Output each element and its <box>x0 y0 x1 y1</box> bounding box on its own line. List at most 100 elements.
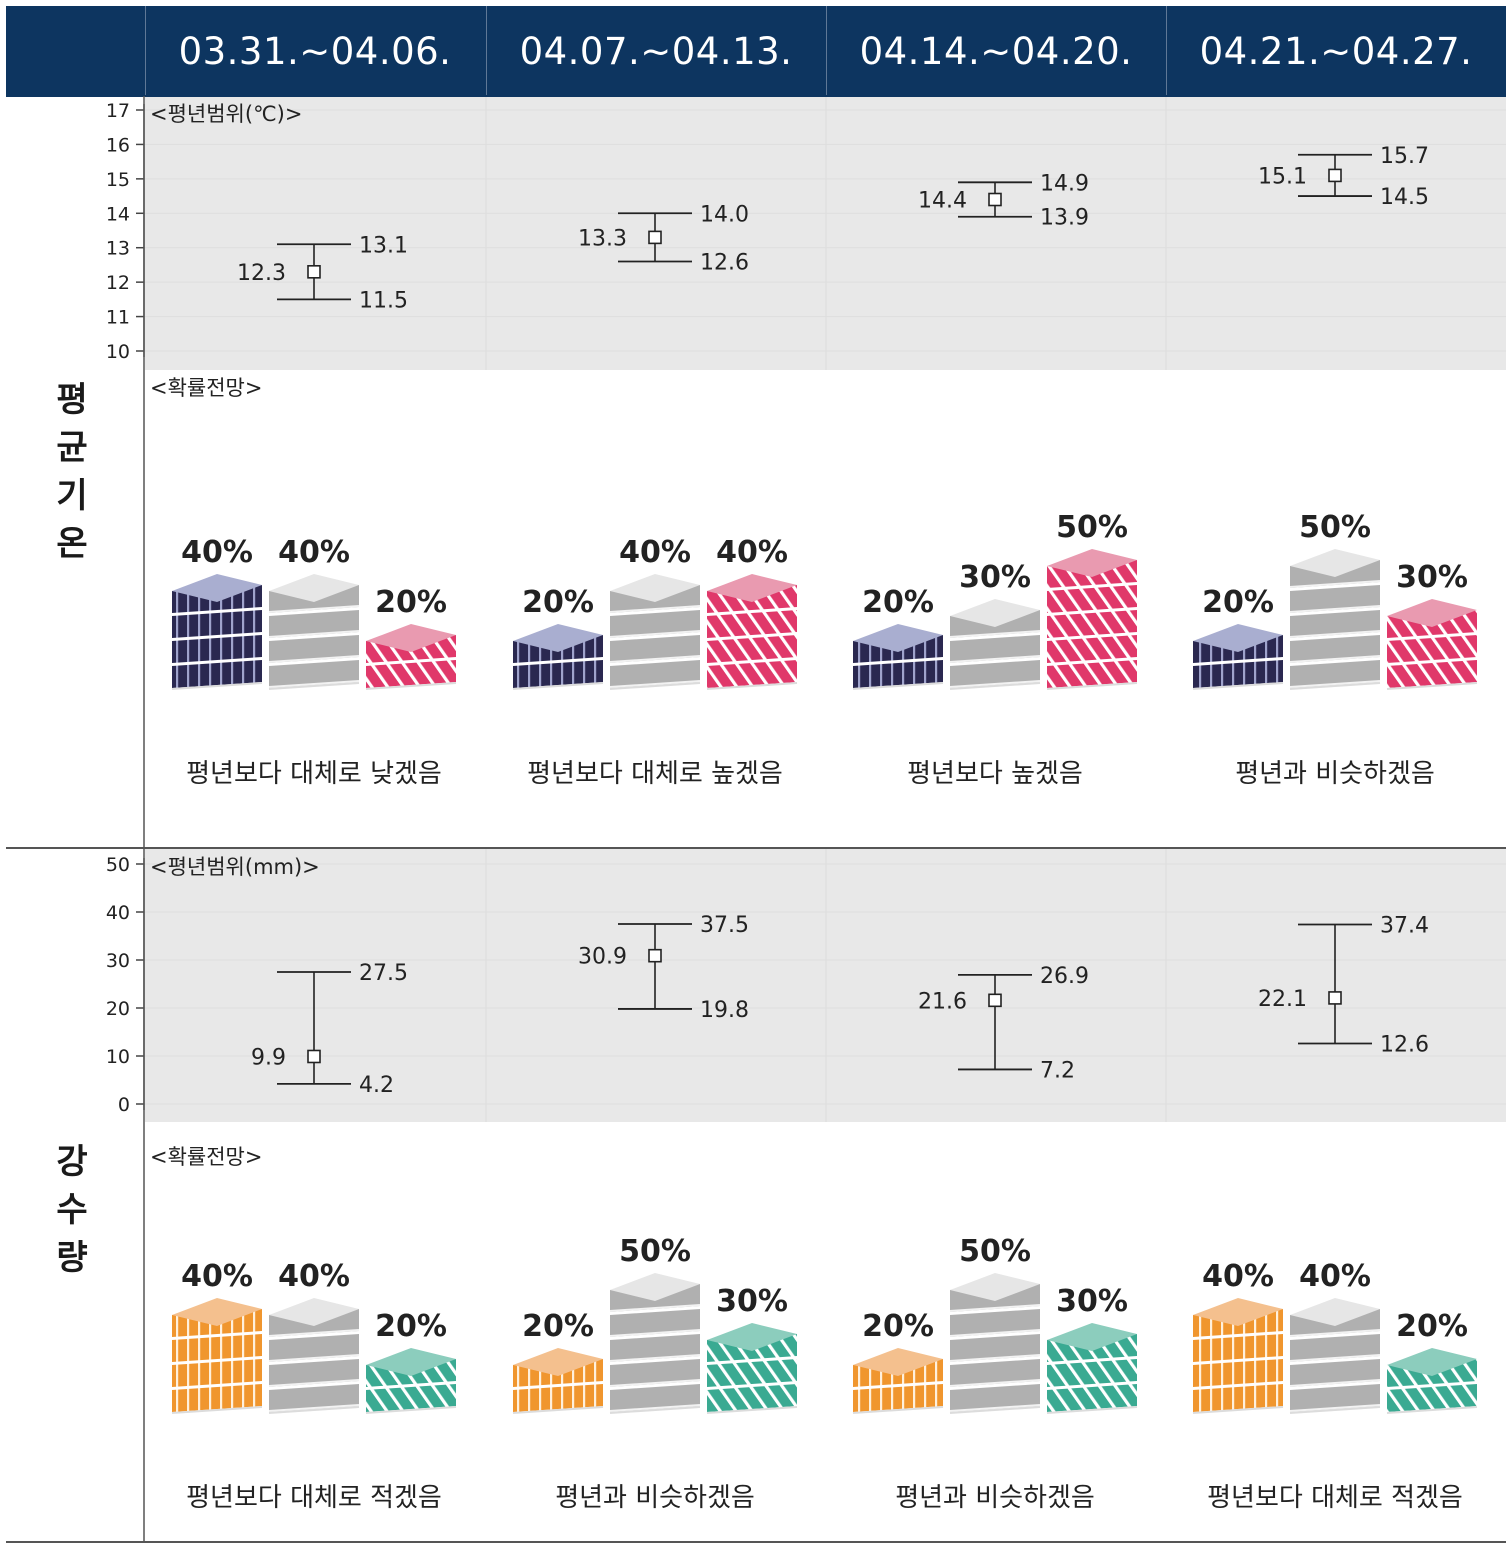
probability-value-label: 40% <box>181 535 253 570</box>
block-layer <box>268 660 360 688</box>
probability-value-label: 40% <box>181 1259 253 1294</box>
block-layer <box>513 660 603 688</box>
temperature-section-label: 평 균 기 온 <box>52 376 92 568</box>
block-base-line <box>949 1406 1041 1414</box>
block-base-line <box>1289 1406 1381 1414</box>
period-header-cell: 04.14.~04.20. <box>859 29 1133 73</box>
errorbar-mean-label: 22.1 <box>1258 987 1307 1012</box>
block-seam <box>609 1404 701 1412</box>
errorbar-2: 26.9 7.2 21.6 <box>918 964 1089 1084</box>
block-stack-precip-below <box>512 1348 604 1414</box>
block-base-line <box>365 1406 457 1414</box>
block-layer <box>853 1384 943 1412</box>
block-front <box>707 1384 797 1412</box>
block-front <box>853 660 943 688</box>
block-layer <box>1387 635 1477 663</box>
block-base-line <box>1192 1406 1284 1414</box>
errorbar-2: 14.9 13.9 14.4 <box>918 171 1089 230</box>
block-base-line <box>706 1406 798 1414</box>
block-top-face <box>1193 624 1283 652</box>
block-stack-temp-normal <box>949 599 1041 690</box>
block-stack-precip-above <box>365 1348 457 1414</box>
block-front <box>269 1384 359 1412</box>
block-front <box>172 660 262 688</box>
probability-value-label: 40% <box>1299 1259 1371 1294</box>
block-front <box>610 660 700 688</box>
block-seam <box>1289 605 1381 613</box>
block-seam <box>268 655 360 663</box>
block-stack-temp-below <box>171 574 263 690</box>
block-base-line <box>171 1406 263 1414</box>
block-seam <box>1289 630 1381 638</box>
block-front <box>1387 660 1477 688</box>
errorbar-low-label: 12.6 <box>700 250 749 275</box>
temperature-label-char: 균 <box>56 428 88 468</box>
probability-value-label: 30% <box>1056 1284 1128 1319</box>
block-layer <box>268 635 360 663</box>
block-layer <box>1047 1359 1137 1387</box>
block-top-face <box>610 1273 700 1301</box>
block-seam <box>609 1304 701 1312</box>
y-tick-label: 20 <box>106 998 130 1020</box>
errorbar-mean-label: 9.9 <box>251 1045 286 1070</box>
block-layer <box>1289 660 1381 688</box>
block-layer <box>1387 660 1477 688</box>
block-top-face <box>172 574 262 602</box>
y-tick-label: 11 <box>106 307 130 329</box>
block-base-line <box>365 682 457 690</box>
block-seam <box>949 680 1041 688</box>
block-stack-precip-above <box>1046 1323 1138 1414</box>
temperature-label-char: 기 <box>56 476 88 516</box>
block-top-face <box>950 599 1040 627</box>
block-front <box>707 660 797 688</box>
block-front <box>1290 635 1380 663</box>
block-layer <box>1047 585 1137 613</box>
block-top-face <box>853 1348 943 1376</box>
block-top-face <box>610 574 700 602</box>
block-layer <box>1289 635 1381 663</box>
block-layer <box>1047 1384 1137 1412</box>
precipitation-label-char: 량 <box>56 1238 88 1278</box>
errorbar-0: 27.5 4.2 9.9 <box>251 961 408 1098</box>
y-tick-label: 13 <box>106 238 130 260</box>
block-top-face <box>513 1348 603 1376</box>
block-front <box>1193 1334 1283 1362</box>
block-front <box>610 1309 700 1337</box>
block-layer <box>268 1334 360 1362</box>
block-front <box>610 610 700 638</box>
y-tick-label: 50 <box>106 854 130 876</box>
block-stack-temp-normal <box>268 574 360 690</box>
block-base-line <box>1289 682 1381 690</box>
block-seam <box>268 1354 360 1362</box>
block-front <box>950 635 1040 663</box>
y-tick-label: 12 <box>106 272 130 294</box>
block-layer <box>949 635 1041 663</box>
errorbar-high-label: 37.5 <box>700 913 749 938</box>
block-top-face <box>1047 549 1137 577</box>
block-seam <box>949 1354 1041 1362</box>
block-base-line <box>512 682 604 690</box>
block-layer <box>609 1359 701 1387</box>
y-tick-label: 16 <box>106 134 130 156</box>
block-stack-temp-above <box>1386 599 1478 690</box>
block-stack-temp-above <box>365 624 457 690</box>
block-front <box>172 1359 262 1387</box>
block-layer <box>513 1384 603 1412</box>
errorbar-low-label: 7.2 <box>1040 1058 1075 1083</box>
block-seam <box>949 1304 1041 1312</box>
outlook-text: 평년보다 대체로 적겠음 <box>1207 1483 1463 1513</box>
block-layer <box>949 1384 1041 1412</box>
block-front <box>1387 635 1477 663</box>
block-layer <box>268 610 360 638</box>
y-tick-label: 30 <box>106 950 130 972</box>
precipitation-section-label: 강 수 량 <box>52 1138 92 1282</box>
probability-value-label: 50% <box>1056 510 1128 545</box>
y-tick-label: 40 <box>106 902 130 924</box>
block-stack-temp-normal <box>609 574 701 690</box>
block-front <box>1290 610 1380 638</box>
block-stack-precip-normal <box>268 1298 360 1414</box>
errorbar-mean-label: 12.3 <box>237 261 286 286</box>
probability-value-label: 40% <box>278 535 350 570</box>
y-tick-label: 14 <box>106 203 130 225</box>
